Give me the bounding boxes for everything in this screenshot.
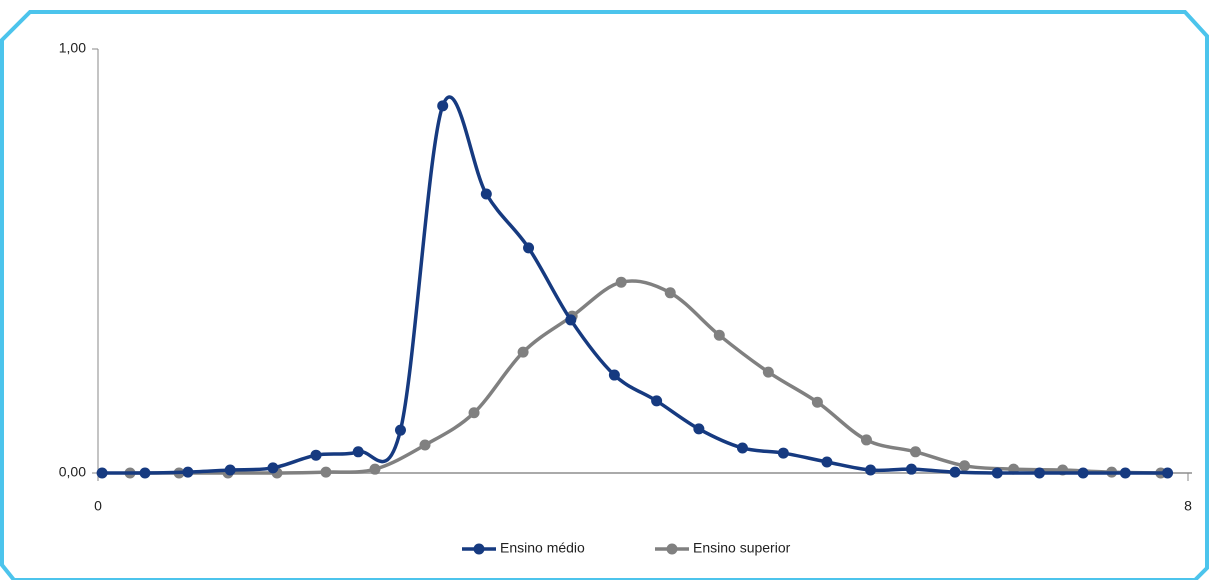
point bbox=[480, 188, 492, 200]
point bbox=[615, 276, 627, 288]
point bbox=[1119, 467, 1131, 479]
legend-label: Ensino médio bbox=[500, 540, 585, 556]
point bbox=[713, 329, 725, 341]
point bbox=[693, 423, 705, 435]
y-tick-label: 0,00 bbox=[59, 464, 86, 480]
point bbox=[959, 460, 971, 472]
point bbox=[468, 407, 480, 419]
series-line bbox=[102, 95, 1168, 475]
x-tick-label: 0 bbox=[94, 498, 102, 514]
point bbox=[762, 366, 774, 378]
x-tick-label: 8 bbox=[1184, 498, 1192, 514]
point bbox=[905, 463, 917, 475]
point bbox=[139, 467, 151, 479]
point bbox=[437, 100, 449, 112]
point bbox=[949, 466, 961, 478]
point bbox=[865, 464, 877, 476]
point bbox=[777, 447, 789, 459]
point bbox=[651, 395, 663, 407]
point bbox=[523, 242, 535, 254]
point bbox=[565, 314, 577, 326]
point bbox=[96, 467, 108, 479]
point bbox=[310, 449, 322, 461]
legend-marker bbox=[666, 543, 678, 555]
point bbox=[369, 463, 381, 475]
point bbox=[182, 466, 194, 478]
frame bbox=[0, 10, 1209, 580]
point bbox=[352, 446, 364, 458]
point bbox=[517, 346, 529, 358]
y-tick-label: 1,00 bbox=[59, 40, 86, 56]
point bbox=[394, 424, 406, 436]
point bbox=[419, 439, 431, 451]
point bbox=[811, 396, 823, 408]
point bbox=[1077, 467, 1089, 479]
point bbox=[910, 446, 921, 458]
point bbox=[991, 467, 1003, 479]
legend-marker bbox=[473, 543, 485, 555]
legend-label: Ensino superior bbox=[693, 540, 791, 556]
point bbox=[664, 287, 676, 299]
point bbox=[821, 456, 833, 468]
point bbox=[224, 464, 236, 476]
point bbox=[267, 462, 279, 474]
series-line bbox=[130, 279, 1161, 475]
point bbox=[608, 369, 620, 381]
point bbox=[1033, 467, 1045, 479]
point bbox=[860, 434, 872, 446]
point bbox=[320, 466, 332, 478]
point bbox=[736, 442, 748, 454]
point bbox=[1162, 467, 1174, 479]
